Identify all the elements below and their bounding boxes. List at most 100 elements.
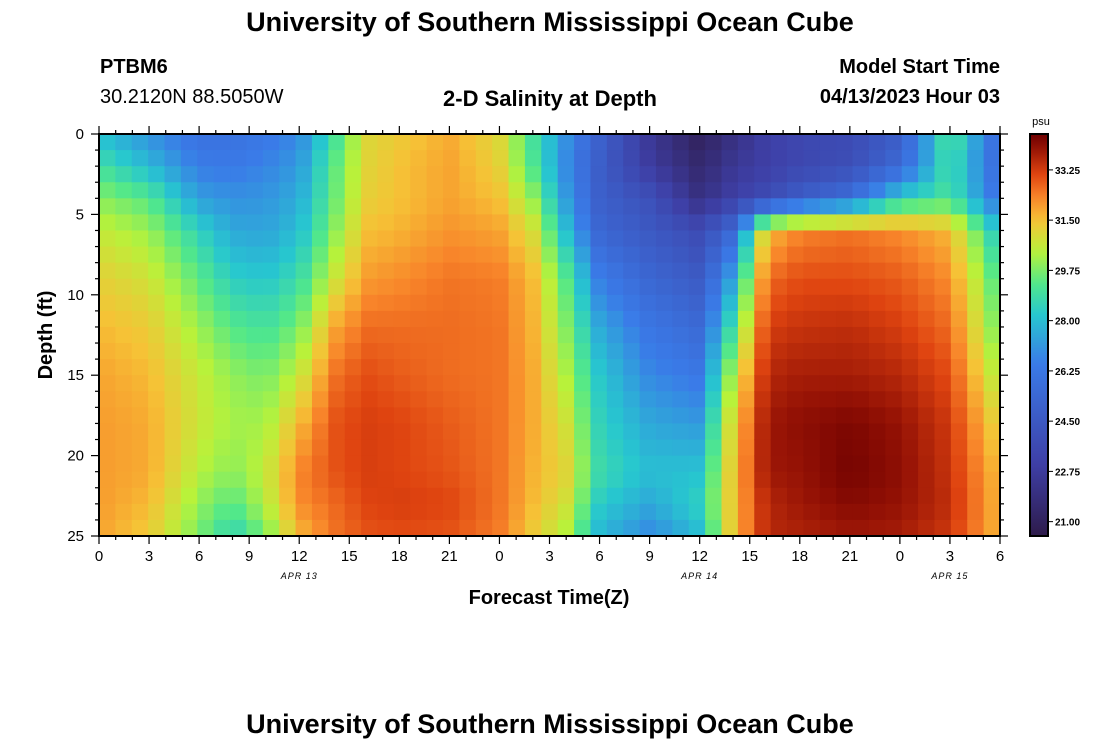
heatmap-cell <box>950 150 968 167</box>
heatmap-cell <box>443 343 460 360</box>
heatmap-cell <box>639 487 657 505</box>
heatmap-cell <box>754 391 772 408</box>
heatmap-cell <box>754 294 772 312</box>
heatmap-cell <box>934 407 952 425</box>
x-tick-label: 18 <box>791 548 808 565</box>
heatmap-cell <box>393 487 411 505</box>
heatmap-cell <box>836 294 854 312</box>
heatmap-cell <box>344 262 362 280</box>
heatmap-cell <box>574 198 592 215</box>
heatmap-cell <box>410 519 428 537</box>
heatmap-cell <box>475 278 493 296</box>
heatmap-cell <box>295 471 313 489</box>
heatmap-cell <box>426 423 444 441</box>
heatmap-cell <box>934 246 952 264</box>
heatmap-cell <box>246 310 264 328</box>
heatmap-cell <box>885 471 903 489</box>
heatmap-cell <box>803 326 821 344</box>
heatmap-cell <box>639 310 657 328</box>
heatmap-cell <box>262 487 280 505</box>
heatmap-cell <box>655 519 673 537</box>
heatmap-cell <box>361 471 379 489</box>
heatmap-cell <box>983 310 1001 328</box>
heatmap-cell <box>885 359 903 376</box>
heatmap-cell <box>541 198 559 215</box>
heatmap-cell <box>803 407 821 425</box>
heatmap-cell <box>737 182 755 199</box>
heatmap-cell <box>377 150 395 167</box>
heatmap-cell <box>688 198 706 215</box>
heatmap-cell <box>410 359 428 376</box>
heatmap-cell <box>590 503 608 521</box>
heatmap-cell <box>508 278 526 296</box>
y-axis-label: Depth (ft) <box>35 291 57 380</box>
heatmap-cell <box>623 471 641 489</box>
heatmap-cell <box>508 359 526 376</box>
heatmap-cell <box>279 359 297 376</box>
heatmap-cell <box>492 310 510 328</box>
heatmap-cell <box>328 455 346 473</box>
heatmap-cell <box>901 455 919 473</box>
heatmap-cell <box>541 375 559 392</box>
heatmap-cell <box>279 198 297 215</box>
heatmap-cell <box>934 294 952 312</box>
heatmap-cell <box>590 166 608 183</box>
heatmap-cell <box>918 134 936 151</box>
heatmap-cell <box>443 326 460 344</box>
model-start-time: 04/13/2023 Hour 03 <box>819 86 1000 108</box>
heatmap-cell <box>262 343 280 360</box>
heatmap-cell <box>574 407 592 425</box>
heatmap-cell <box>131 487 149 505</box>
heatmap-cell <box>377 246 395 264</box>
heatmap-cell <box>737 359 755 376</box>
heatmap-cell <box>492 375 510 392</box>
heatmap-cell <box>918 423 936 441</box>
heatmap-cell <box>721 455 739 473</box>
heatmap-cell <box>508 198 526 215</box>
heatmap-cell <box>983 214 1001 232</box>
heatmap-cell <box>377 326 395 344</box>
heatmap-cell <box>770 230 788 248</box>
heatmap-cell <box>836 278 854 296</box>
heatmap-cell <box>672 246 690 264</box>
heatmap-cell <box>180 471 198 489</box>
date-label: APR 13 <box>280 571 318 581</box>
heatmap-cell <box>393 439 411 457</box>
heatmap-cell <box>492 455 510 473</box>
heatmap-cell <box>311 391 329 408</box>
heatmap-cell <box>639 182 657 199</box>
heatmap-cell <box>885 326 903 344</box>
heatmap-cell <box>197 375 215 392</box>
chart-title: 2-D Salinity at Depth <box>443 86 657 111</box>
heatmap-cell <box>164 487 182 505</box>
heatmap-cell <box>574 166 592 183</box>
heatmap-cell <box>836 230 854 248</box>
heatmap-cell <box>328 503 346 521</box>
heatmap-cell <box>508 455 526 473</box>
heatmap-cell <box>148 519 166 537</box>
heatmap-cell <box>361 407 379 425</box>
heatmap-cell <box>180 343 198 360</box>
heatmap-cell <box>410 423 428 441</box>
heatmap-cell <box>148 294 166 312</box>
heatmap-cell <box>213 375 231 392</box>
heatmap-cell <box>557 343 575 360</box>
heatmap-cell <box>377 262 395 280</box>
heatmap-cell <box>606 439 624 457</box>
heatmap-cell <box>754 278 772 296</box>
heatmap-cell <box>131 294 149 312</box>
heatmap-cell <box>311 471 329 489</box>
heatmap-cell <box>377 343 395 360</box>
heatmap-cell <box>148 310 166 328</box>
heatmap-cell <box>574 391 592 408</box>
heatmap-cell <box>426 262 444 280</box>
heatmap-cell <box>328 150 346 167</box>
heatmap-cell <box>770 262 788 280</box>
heatmap-cell <box>492 343 510 360</box>
heatmap-cell <box>311 326 329 344</box>
heatmap-cell <box>934 439 952 457</box>
heatmap-cell <box>770 455 788 473</box>
heatmap-cell <box>950 503 968 521</box>
heatmap-cell <box>574 455 592 473</box>
heatmap-cell <box>557 230 575 248</box>
